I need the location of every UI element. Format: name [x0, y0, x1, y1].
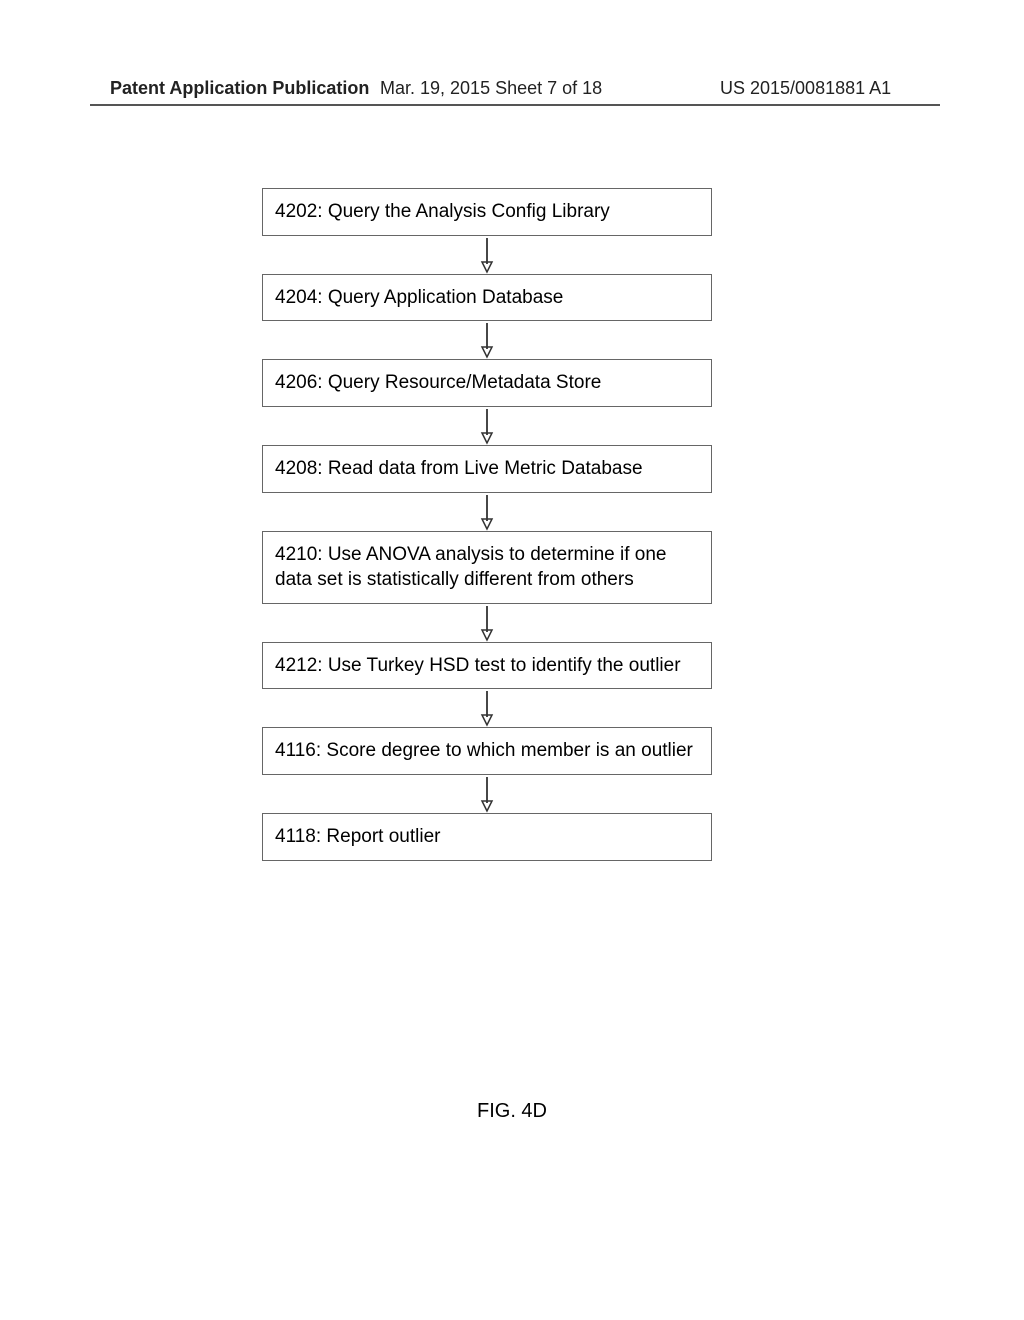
flow-node: 4118: Report outlier — [262, 813, 712, 861]
flow-arrow — [262, 236, 712, 274]
flow-node: 4210: Use ANOVA analysis to determine if… — [262, 531, 712, 604]
flow-node: 4202: Query the Analysis Config Library — [262, 188, 712, 236]
flow-arrow — [262, 604, 712, 642]
flow-node: 4212: Use Turkey HSD test to identify th… — [262, 642, 712, 690]
figure-label: FIG. 4D — [0, 1100, 1024, 1123]
flow-node: 4204: Query Application Database — [262, 274, 712, 322]
header-right: US 2015/0081881 A1 — [720, 78, 891, 99]
flow-arrow — [262, 493, 712, 531]
flowchart: 4202: Query the Analysis Config Library … — [262, 188, 712, 861]
header-rule — [90, 104, 940, 106]
flow-arrow — [262, 321, 712, 359]
flow-node: 4208: Read data from Live Metric Databas… — [262, 445, 712, 493]
flow-node: 4116: Score degree to which member is an… — [262, 727, 712, 775]
flow-arrow — [262, 689, 712, 727]
flow-arrow — [262, 775, 712, 813]
header-center: Mar. 19, 2015 Sheet 7 of 18 — [380, 78, 602, 99]
header-left: Patent Application Publication — [110, 78, 369, 99]
flow-arrow — [262, 407, 712, 445]
page: Patent Application Publication Mar. 19, … — [0, 0, 1024, 1320]
flow-node: 4206: Query Resource/Metadata Store — [262, 359, 712, 407]
